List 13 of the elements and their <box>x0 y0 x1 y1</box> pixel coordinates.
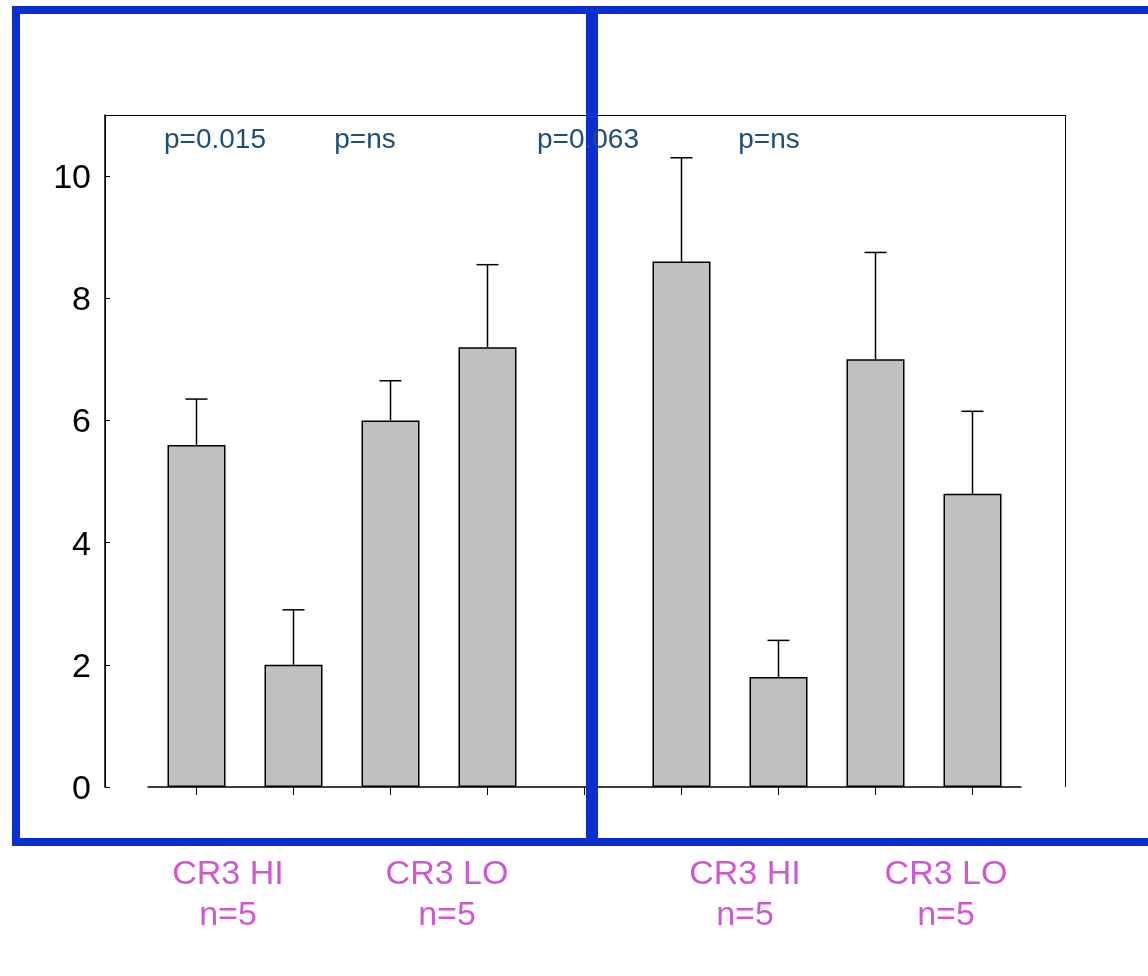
y-tick-label: 4 <box>72 523 91 562</box>
text: CR3 LO n=5 <box>384 852 510 935</box>
y-tick-label: 0 <box>72 768 91 806</box>
text: CR3 LO n=5 <box>883 852 1009 935</box>
text: CR3 HI n=5 <box>688 852 802 935</box>
annotation: p=ns <box>737 122 801 156</box>
y-tick-label: 10 <box>53 157 91 196</box>
y-tick-label: 6 <box>72 401 91 440</box>
annotation: p=0.015 <box>163 122 267 156</box>
text: CR3 HI n=5 <box>171 852 285 935</box>
annotation: p=ns <box>334 123 396 154</box>
y-tick-label: 2 <box>72 645 91 684</box>
y-tick-label: 8 <box>72 279 91 318</box>
